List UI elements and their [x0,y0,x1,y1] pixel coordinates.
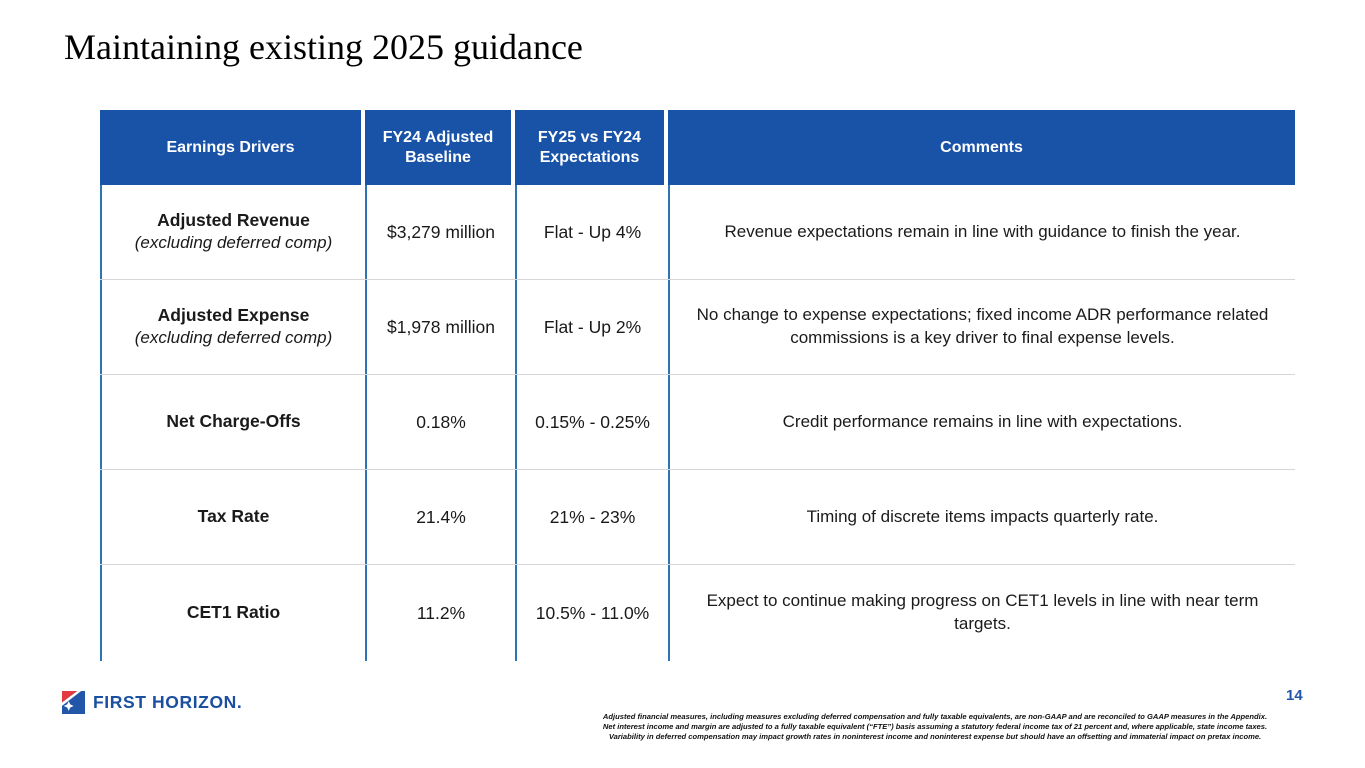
comment-text: Expect to continue making progress on CE… [668,565,1295,661]
baseline-value: 0.18% [365,375,515,469]
expectation-value: Flat - Up 2% [515,280,668,374]
driver-cell: Adjusted Expense (excluding deferred com… [100,280,365,374]
baseline-value: 21.4% [365,470,515,564]
driver-cell: Tax Rate [100,470,365,564]
logo-wordmark: FIRST HORIZON. [93,692,243,712]
first-horizon-logo-mark-icon [62,691,85,714]
table-row-net-charge-offs: Net Charge-Offs 0.18% 0.15% - 0.25% Cred… [100,375,1295,470]
driver-cell: Net Charge-Offs [100,375,365,469]
driver-note: (excluding deferred comp) [134,233,333,253]
driver-cell: CET1 Ratio [100,565,365,661]
page-title: Maintaining existing 2025 guidance [64,27,583,67]
page-number: 14 [1286,687,1303,704]
expectation-value: Flat - Up 4% [515,185,668,279]
table-row-cet1-ratio: CET1 Ratio 11.2% 10.5% - 11.0% Expect to… [100,565,1295,661]
driver-note: (excluding deferred comp) [134,328,333,348]
disclaimer-line: Variability in deferred compensation may… [608,732,1262,742]
disclaimer: Adjusted financial measures, including m… [600,712,1270,742]
table-row-tax-rate: Tax Rate 21.4% 21% - 23% Timing of discr… [100,470,1295,565]
baseline-value: 11.2% [365,565,515,661]
driver-cell: Adjusted Revenue (excluding deferred com… [100,185,365,279]
baseline-value: $3,279 million [365,185,515,279]
table-header-fy24-baseline: FY24 Adjusted Baseline [365,110,515,185]
driver-name: Net Charge-Offs [166,411,301,432]
table-header-row: Earnings Drivers FY24 Adjusted Baseline … [100,110,1295,185]
table-header-earnings-drivers: Earnings Drivers [100,110,365,185]
disclaimer-line: Adjusted financial measures, including m… [602,712,1268,721]
earnings-table: Earnings Drivers FY24 Adjusted Baseline … [100,110,1295,661]
table-header-fy25-expectations: FY25 vs FY24 Expectations [515,110,668,185]
table-row-adjusted-expense: Adjusted Expense (excluding deferred com… [100,280,1295,375]
driver-name: Adjusted Revenue [157,210,310,231]
table-header-comments: Comments [668,110,1295,185]
baseline-value: $1,978 million [365,280,515,374]
expectation-value: 0.15% - 0.25% [515,375,668,469]
driver-name: Tax Rate [197,506,270,527]
comment-text: No change to expense expectations; fixed… [668,280,1295,374]
expectation-value: 21% - 23% [515,470,668,564]
disclaimer-line: Net interest income and margin are adjus… [602,722,1268,732]
comment-text: Credit performance remains in line with … [668,375,1295,469]
expectation-value: 10.5% - 11.0% [515,565,668,661]
comment-text: Revenue expectations remain in line with… [668,185,1295,279]
driver-name: CET1 Ratio [186,602,281,623]
comment-text: Timing of discrete items impacts quarter… [668,470,1295,564]
table-row-adjusted-revenue: Adjusted Revenue (excluding deferred com… [100,185,1295,280]
first-horizon-logo: FIRST HORIZON. [62,691,242,714]
driver-name: Adjusted Expense [157,305,310,326]
